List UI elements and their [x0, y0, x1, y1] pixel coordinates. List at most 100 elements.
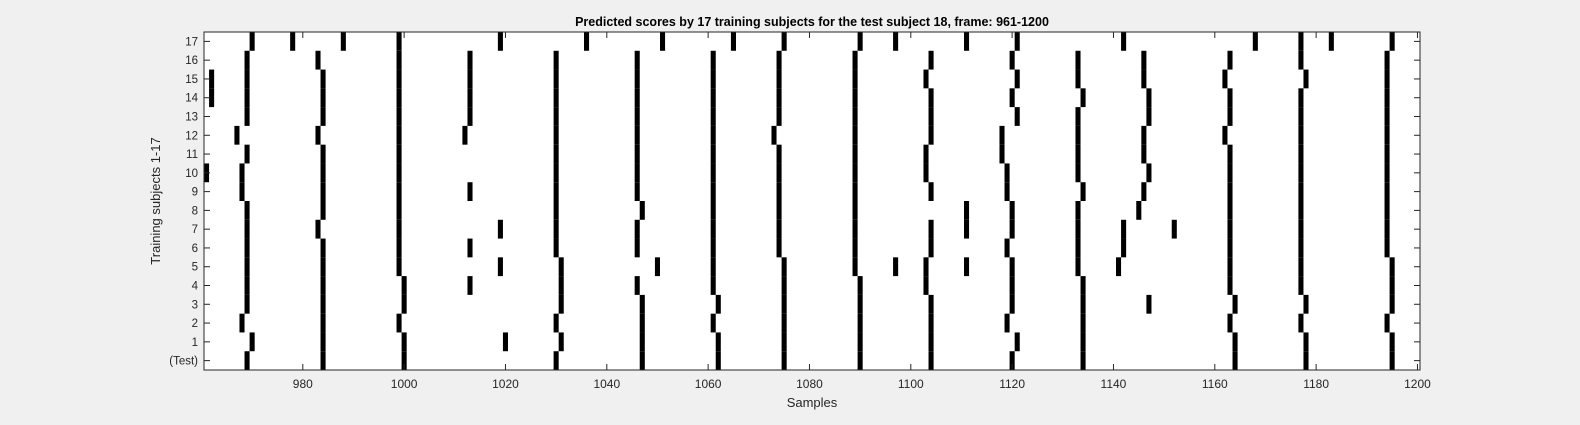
- event-mark: [1004, 182, 1010, 201]
- event-mark: [396, 163, 402, 183]
- x-tick-label: 1180: [1303, 377, 1329, 391]
- event-mark: [852, 182, 858, 201]
- event-mark: [1298, 182, 1304, 201]
- event-mark: [928, 50, 934, 70]
- event-mark: [715, 332, 721, 352]
- event-mark: [1298, 32, 1304, 51]
- event-mark: [1080, 332, 1086, 352]
- event-mark: [1141, 182, 1147, 201]
- event-mark: [1141, 50, 1147, 70]
- event-mark: [710, 201, 716, 220]
- event-mark: [1075, 50, 1081, 70]
- event-mark: [923, 163, 929, 183]
- event-mark: [1009, 219, 1015, 239]
- event-mark: [1298, 238, 1304, 258]
- event-mark: [558, 294, 564, 314]
- event-mark: [1080, 276, 1086, 295]
- x-tick-label: 1120: [999, 377, 1025, 391]
- event-mark: [1121, 238, 1127, 258]
- event-mark: [553, 50, 559, 70]
- x-tick-label: 1080: [796, 377, 823, 391]
- event-mark: [1227, 276, 1233, 295]
- event-mark: [467, 182, 473, 201]
- event-mark: [964, 201, 970, 220]
- event-mark: [1080, 294, 1086, 314]
- event-mark: [1222, 69, 1228, 89]
- event-mark: [1080, 182, 1086, 201]
- event-mark: [1075, 69, 1081, 89]
- event-mark: [852, 163, 858, 183]
- event-mark: [553, 351, 559, 370]
- event-mark: [634, 144, 640, 164]
- event-mark: [315, 219, 321, 239]
- event-mark: [1014, 332, 1020, 352]
- x-axis-label: Samples: [787, 395, 838, 410]
- event-mark: [1303, 332, 1309, 352]
- event-mark: [558, 276, 564, 295]
- x-axis: 980 1000 1020 1040 1060 1080 1100 1120 1140 1160 1…: [293, 32, 1431, 391]
- event-mark: [1298, 50, 1304, 70]
- event-mark: [401, 276, 407, 295]
- event-mark: [1227, 201, 1233, 220]
- event-mark: [928, 88, 934, 108]
- event-mark: [396, 313, 402, 333]
- event-mark: [730, 32, 736, 51]
- event-mark: [396, 125, 402, 145]
- event-mark: [1227, 238, 1233, 258]
- event-mark: [634, 50, 640, 70]
- event-mark: [852, 219, 858, 239]
- event-mark: [1384, 50, 1390, 70]
- event-mark: [1384, 144, 1390, 164]
- event-mark: [584, 32, 590, 51]
- event-mark: [401, 332, 407, 352]
- event-mark: [857, 32, 863, 51]
- event-mark: [1009, 88, 1015, 108]
- y-axis-label: Training subjects 1-17: [148, 137, 163, 264]
- event-mark: [1004, 238, 1010, 258]
- event-mark: [852, 88, 858, 108]
- event-mark: [710, 238, 716, 258]
- event-mark: [244, 144, 250, 164]
- event-mark: [1384, 163, 1390, 183]
- event-mark: [1004, 313, 1010, 333]
- event-mark: [320, 294, 326, 314]
- event-mark: [852, 238, 858, 258]
- event-mark: [396, 257, 402, 277]
- event-mark: [553, 163, 559, 183]
- event-mark: [1232, 294, 1238, 314]
- event-mark: [928, 182, 934, 201]
- event-mark: [776, 238, 782, 258]
- event-mark: [1298, 219, 1304, 239]
- y-tick-label: 7: [192, 224, 198, 236]
- y-tick-label: 1: [192, 337, 198, 349]
- event-mark: [1146, 163, 1152, 183]
- event-mark: [1141, 125, 1147, 145]
- event-mark: [634, 69, 640, 89]
- x-tick-label: 1200: [1404, 377, 1431, 391]
- event-mark: [928, 294, 934, 314]
- event-mark: [852, 107, 858, 126]
- event-mark: [396, 50, 402, 70]
- event-mark: [1075, 107, 1081, 126]
- event-mark: [634, 219, 640, 239]
- event-mark: [893, 32, 899, 51]
- event-mark: [340, 32, 346, 51]
- event-mark: [1075, 201, 1081, 220]
- event-mark: [467, 50, 473, 70]
- event-mark: [1232, 351, 1238, 370]
- event-mark: [497, 32, 503, 51]
- x-tick-label: 1040: [593, 377, 620, 391]
- event-mark: [999, 125, 1005, 145]
- event-mark: [558, 332, 564, 352]
- event-mark: [239, 163, 245, 183]
- event-mark: [1389, 294, 1395, 314]
- event-mark: [1009, 351, 1015, 370]
- event-mark: [1136, 201, 1142, 220]
- event-mark: [776, 201, 782, 220]
- y-tick-label: 3: [192, 299, 198, 311]
- y-tick-label: 17: [185, 36, 198, 48]
- event-mark: [1384, 125, 1390, 145]
- event-mark: [244, 351, 250, 370]
- event-mark: [462, 125, 468, 145]
